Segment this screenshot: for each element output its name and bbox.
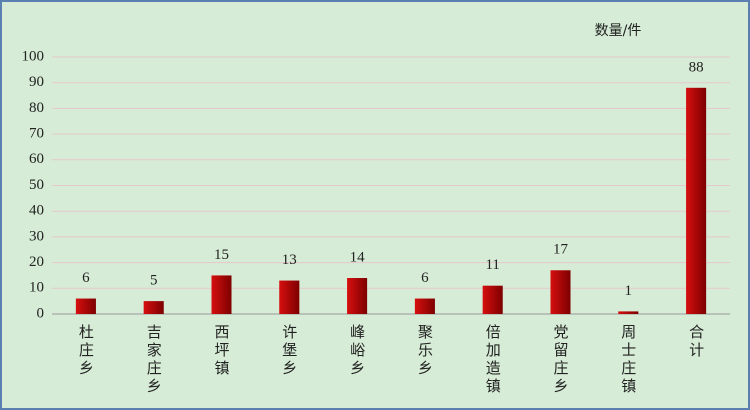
y-tick-label: 20: [29, 254, 44, 270]
data-label: 14: [350, 249, 366, 265]
x-tick-label: 西坪镇: [213, 324, 231, 378]
bar-shade: [618, 311, 639, 314]
bar-shade: [75, 298, 96, 314]
x-tick-label: 聚乐乡: [416, 324, 434, 378]
x-tick-label: 峰峪乡: [348, 324, 366, 378]
data-label: 88: [689, 59, 704, 75]
x-tick-label: 杜庄乡: [77, 324, 95, 378]
bar-shade: [482, 285, 503, 314]
x-tick-label: 倍加造镇: [484, 324, 502, 396]
bar-shade: [143, 301, 164, 314]
x-tick-label: 周士庄镇: [619, 324, 637, 396]
bar-shade: [211, 275, 232, 314]
y-tick-label: 50: [29, 177, 44, 193]
data-label: 17: [553, 242, 569, 258]
y-tick-label: 40: [29, 203, 44, 219]
data-label: 11: [485, 257, 499, 273]
y-tick-label: 70: [29, 126, 44, 142]
data-label: 5: [150, 273, 158, 289]
x-tick-label: 吉家庄乡: [145, 324, 163, 396]
data-label: 6: [82, 270, 90, 286]
bar-shade: [414, 298, 435, 314]
x-tick-label: 合计: [687, 324, 705, 360]
data-label: 15: [214, 247, 229, 263]
bar-shade: [279, 280, 300, 314]
y-tick-label: 60: [29, 151, 44, 167]
bar-shade: [550, 270, 571, 314]
y-tick-label: 90: [29, 74, 44, 90]
y-tick-label: 80: [29, 100, 44, 116]
data-label: 13: [282, 252, 297, 268]
y-tick-label: 30: [29, 228, 44, 244]
data-label: 6: [421, 270, 429, 286]
unit-label: 数量/件: [595, 23, 642, 39]
data-label: 1: [625, 283, 633, 299]
bar-shade: [686, 87, 707, 314]
x-tick-label: 许堡乡: [280, 324, 298, 378]
x-tick-label: 党留庄乡: [552, 324, 570, 396]
y-tick-label: 0: [37, 305, 45, 321]
y-tick-label: 100: [22, 48, 45, 64]
y-tick-label: 10: [29, 280, 44, 296]
bar-shade: [347, 278, 368, 314]
